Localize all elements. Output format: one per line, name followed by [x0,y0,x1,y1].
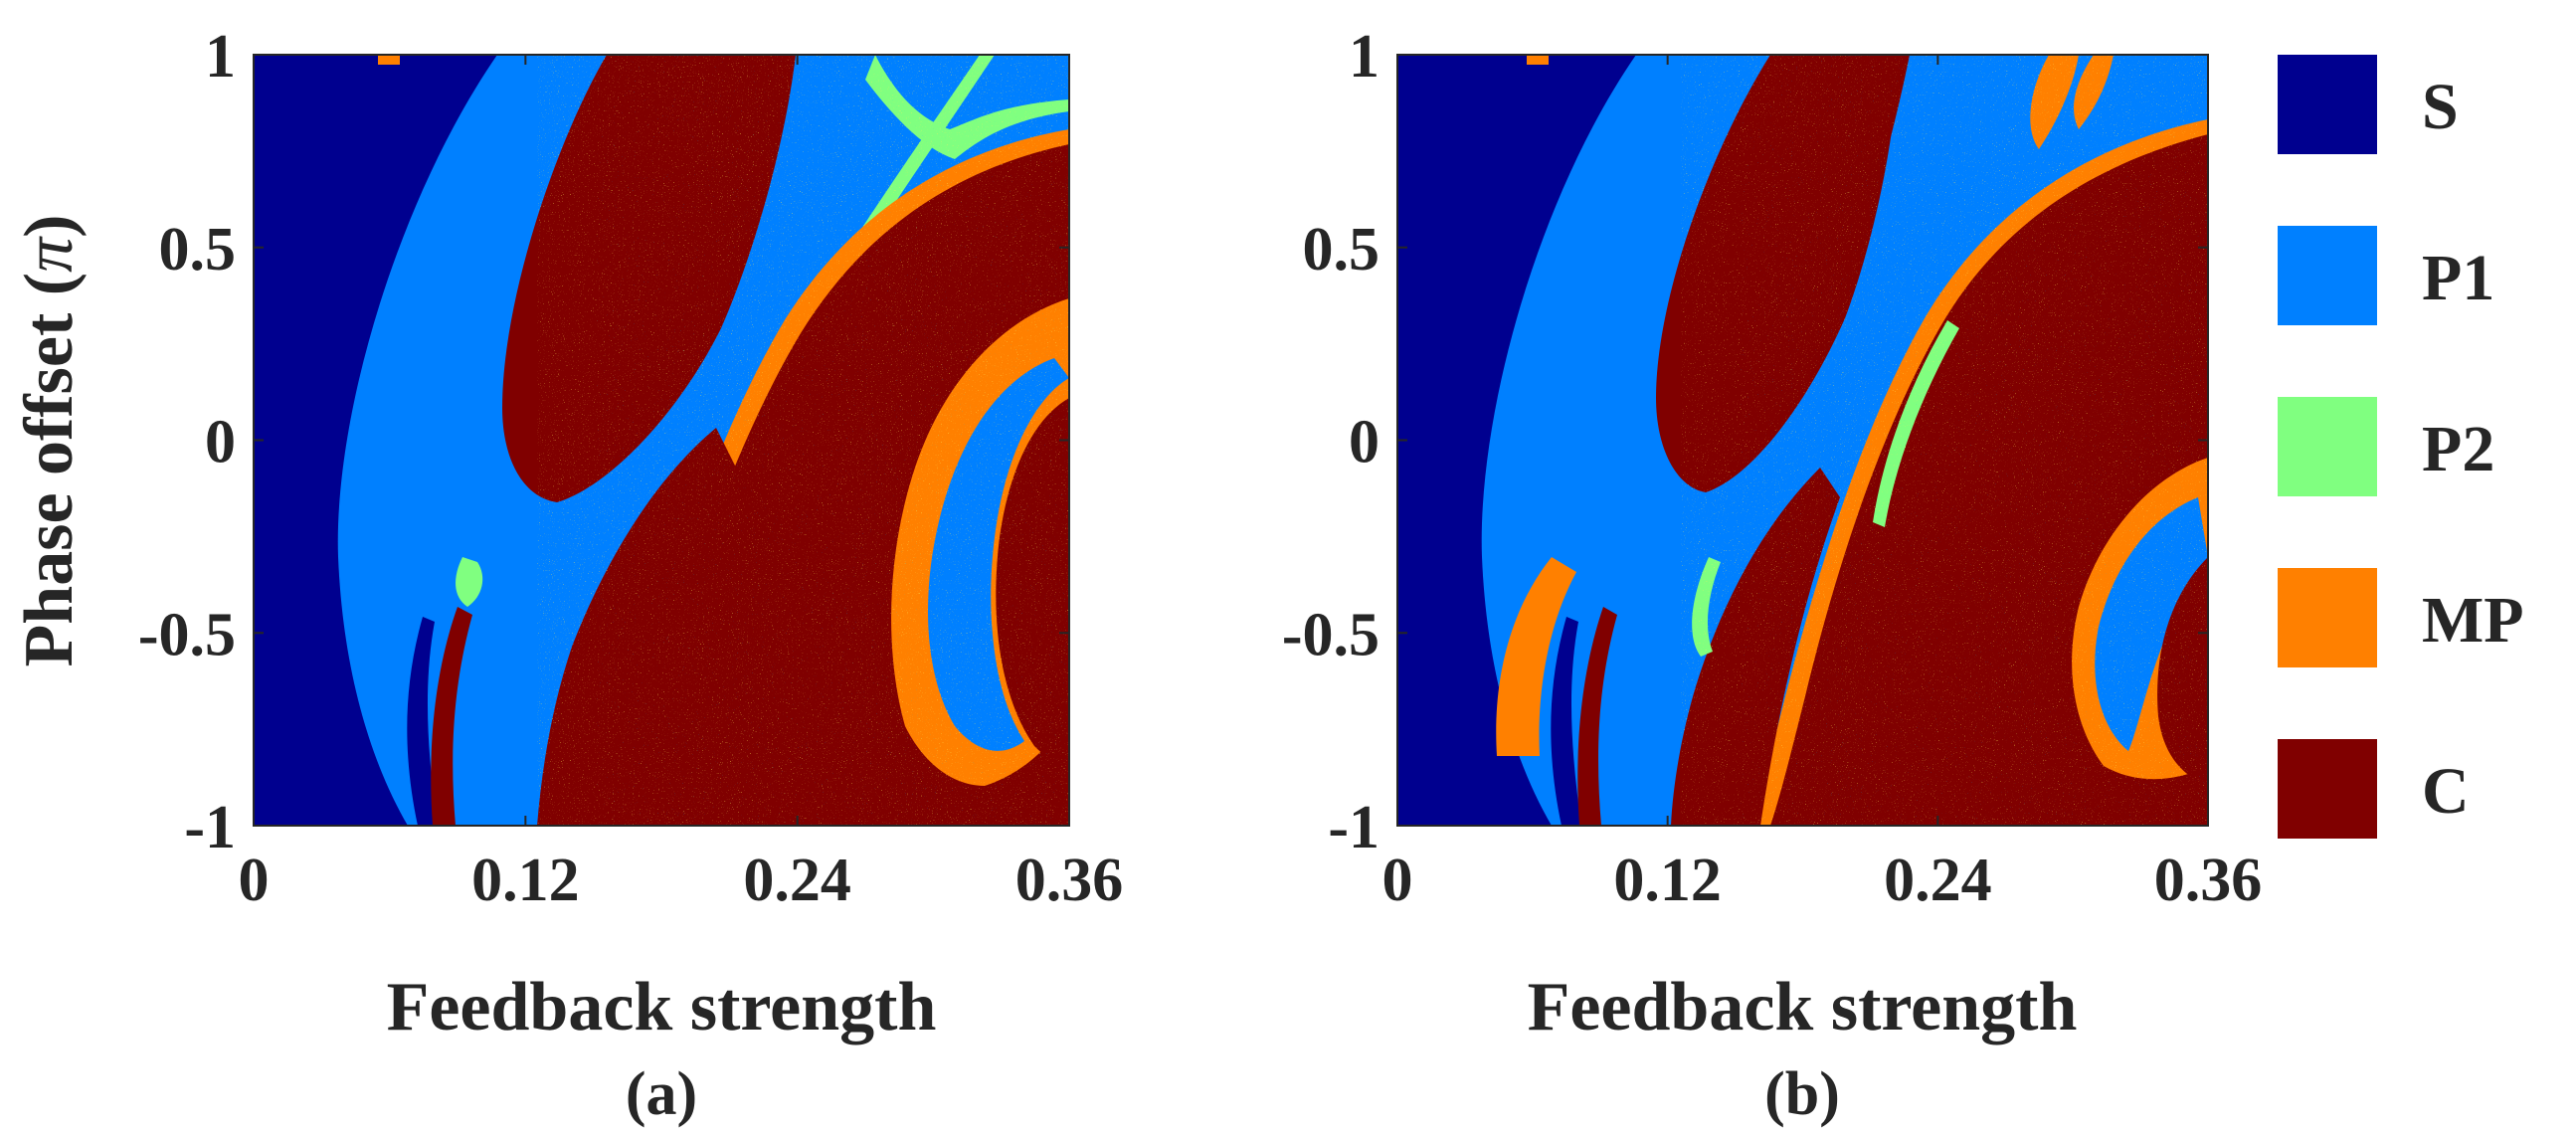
tick-labels-a: 0 0.12 0.24 0.36 1 0.5 0 -0.5 -1 [138,23,1123,914]
x-axis-label-b: Feedback strength [1528,969,2078,1045]
legend-label-s: S [2422,71,2459,143]
legend-label-c: C [2422,755,2470,828]
ticks-a [253,54,1070,827]
region-mp-a-spot [378,55,400,65]
x-tick-label-b: 0.36 [2154,847,2263,914]
region-mp-b-small [1496,557,1576,756]
y-tick-label-a: 1 [205,23,236,91]
y-tick-label-b: 0.5 [1303,216,1380,284]
y-axis-label-pi: π [11,236,88,273]
noise-overlay-blue-b [1741,55,2208,826]
region-p2-a-small [456,557,483,607]
region-mp-b-spot [1527,55,1549,65]
region-c-b-small [1577,607,1617,826]
y-tick-label-b: 0 [1349,409,1380,476]
y-axis-label: Phase offset (π) [11,215,88,667]
heatmap-panel-a: 0 0.12 0.24 0.36 1 0.5 0 -0.5 -1 Phase offset (π… [11,23,1123,1128]
x-tick-label-a: 0.36 [1015,847,1124,914]
legend-swatch-p2 [2278,397,2377,496]
legend-swatch-mp [2278,568,2377,667]
legend-label-p1: P1 [2422,242,2494,314]
heatmap-image-a [254,55,1069,826]
region-c-a-small [431,607,472,826]
legend-label-p2: P2 [2422,413,2494,485]
y-tick-label-a: -1 [184,794,236,861]
region-s-a-sliver [407,617,438,826]
heatmap-image-b [1397,55,2208,826]
ticks-b [1396,54,2209,827]
x-tick-label-b: 0.12 [1613,847,1722,914]
region-s-b-sliver [1551,617,1581,826]
y-tick-label-a: 0 [205,409,236,476]
x-tick-label-a: 0.12 [471,847,580,914]
y-tick-label-b: 1 [1349,23,1380,91]
legend-swatch-s [2278,55,2377,154]
y-axis-label-text: Phase offset ( [11,273,88,667]
legend-swatch-p1 [2278,226,2377,325]
legend: S P1 P2 MP C [2278,55,2524,839]
x-tick-label-b: 0 [1382,847,1413,914]
x-tick-label-b: 0.24 [1884,847,1992,914]
y-tick-label-a: 0.5 [159,216,237,284]
noise-overlay-blue-a [597,55,1069,826]
tick-labels-b: 0 0.12 0.24 0.36 1 0.5 0 -0.5 -1 [1282,23,2262,914]
legend-swatch-c [2278,739,2377,839]
y-tick-label-a: -0.5 [138,601,236,668]
x-tick-label-a: 0.24 [743,847,851,914]
panel-label-b: (b) [1764,1060,1840,1128]
x-tick-label-a: 0 [239,847,270,914]
y-axis-label-close: ) [11,215,88,238]
y-tick-label-b: -0.5 [1282,601,1380,668]
x-axis-label-a: Feedback strength [387,969,937,1045]
y-tick-label-b: -1 [1328,794,1380,861]
panel-label-a: (a) [626,1060,697,1128]
heatmap-panel-b: 0 0.12 0.24 0.36 1 0.5 0 -0.5 -1 Feedback streng… [1282,23,2262,1128]
legend-label-mp: MP [2422,584,2524,657]
